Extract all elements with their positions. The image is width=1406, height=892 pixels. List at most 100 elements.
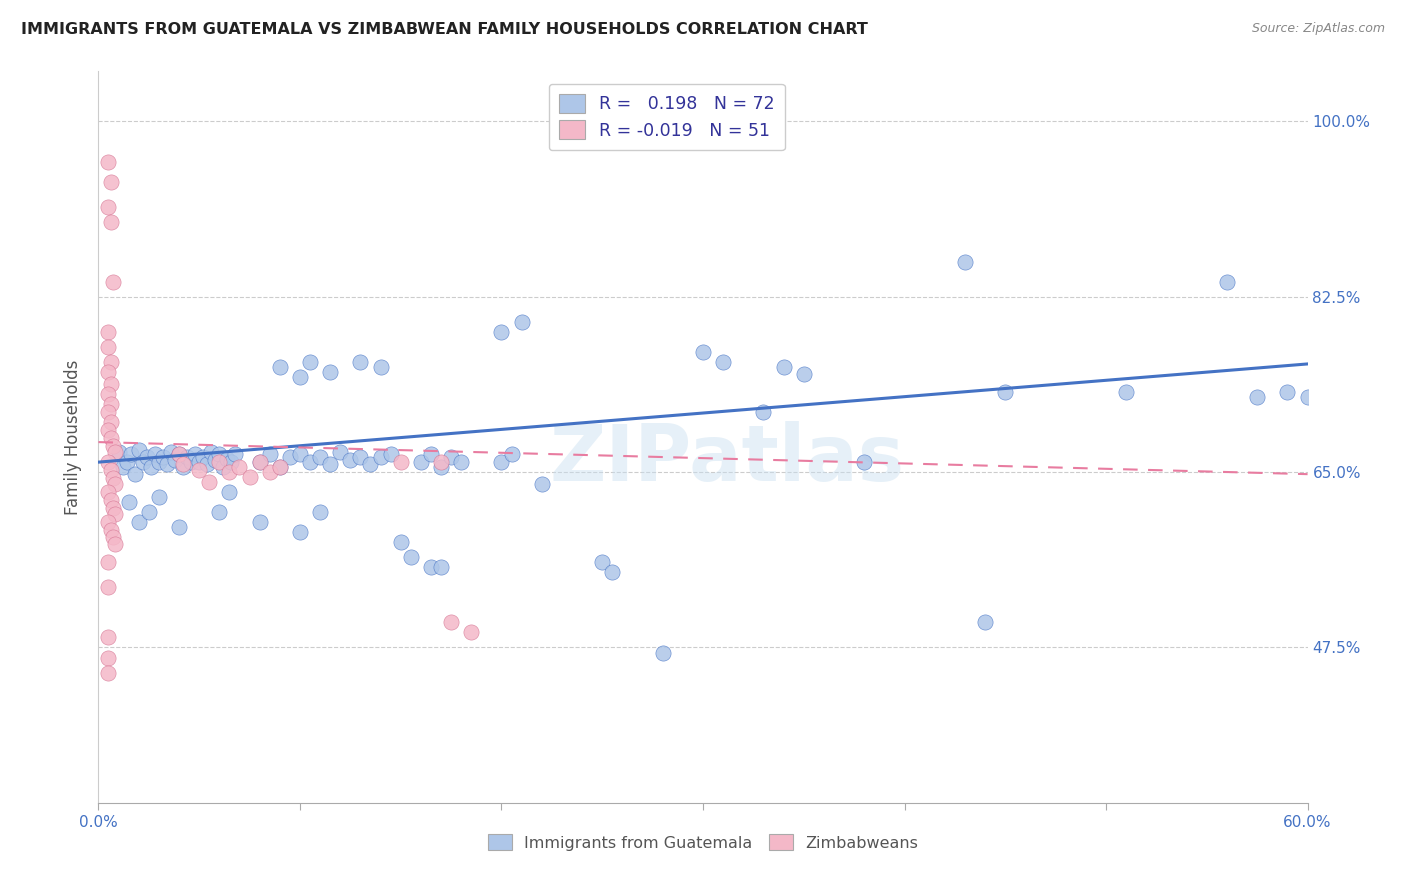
- Point: [200, 445, 222, 459]
- Point: [167, 520, 190, 534]
- Point: [115, 455, 138, 469]
- Point: [139, 460, 162, 475]
- Point: [530, 477, 553, 491]
- Point: [450, 455, 472, 469]
- Point: [288, 525, 311, 540]
- Point: [100, 175, 122, 189]
- Point: [156, 457, 179, 471]
- Point: [103, 507, 125, 521]
- Point: [97, 555, 120, 569]
- Point: [97, 405, 120, 419]
- Point: [1216, 275, 1239, 289]
- Point: [974, 615, 997, 630]
- Y-axis label: Family Households: Family Households: [65, 359, 83, 515]
- Point: [100, 431, 122, 445]
- Point: [172, 460, 194, 475]
- Point: [218, 485, 240, 500]
- Point: [239, 470, 262, 484]
- Point: [380, 447, 402, 461]
- Point: [101, 530, 124, 544]
- Point: [148, 455, 170, 469]
- Point: [97, 387, 120, 401]
- Point: [97, 631, 120, 645]
- Point: [132, 455, 155, 469]
- Point: [309, 450, 332, 464]
- Point: [118, 495, 141, 509]
- Point: [163, 453, 186, 467]
- Point: [224, 447, 246, 461]
- Point: [218, 465, 240, 479]
- Point: [188, 455, 211, 469]
- Point: [994, 384, 1017, 399]
- Point: [195, 457, 218, 471]
- Point: [269, 359, 291, 374]
- Point: [148, 490, 170, 504]
- Point: [97, 200, 120, 214]
- Point: [772, 359, 794, 374]
- Point: [167, 447, 190, 461]
- Point: [217, 452, 239, 467]
- Point: [212, 460, 235, 475]
- Point: [1277, 384, 1299, 399]
- Point: [1246, 390, 1268, 404]
- Point: [208, 505, 231, 519]
- Text: IMMIGRANTS FROM GUATEMALA VS ZIMBABWEAN FAMILY HOUSEHOLDS CORRELATION CHART: IMMIGRANTS FROM GUATEMALA VS ZIMBABWEAN …: [21, 22, 868, 37]
- Point: [288, 370, 311, 384]
- Point: [409, 455, 432, 469]
- Point: [97, 485, 120, 500]
- Point: [221, 455, 243, 469]
- Point: [204, 453, 226, 467]
- Point: [430, 460, 453, 475]
- Point: [208, 447, 231, 461]
- Point: [460, 625, 482, 640]
- Text: Source: ZipAtlas.com: Source: ZipAtlas.com: [1251, 22, 1385, 36]
- Point: [349, 355, 371, 369]
- Legend: Immigrants from Guatemala, Zimbabweans: Immigrants from Guatemala, Zimbabweans: [481, 828, 925, 857]
- Point: [97, 340, 120, 354]
- Point: [491, 325, 513, 339]
- Point: [107, 445, 129, 459]
- Point: [288, 447, 311, 461]
- Point: [299, 455, 322, 469]
- Point: [138, 505, 160, 519]
- Point: [249, 455, 271, 469]
- Point: [319, 365, 342, 379]
- Point: [160, 445, 183, 459]
- Point: [180, 455, 202, 469]
- Point: [97, 455, 120, 469]
- Point: [97, 650, 120, 665]
- Point: [259, 465, 281, 479]
- Point: [651, 646, 673, 660]
- Point: [420, 560, 443, 574]
- Point: [101, 439, 124, 453]
- Point: [309, 505, 332, 519]
- Point: [152, 450, 174, 464]
- Point: [128, 443, 150, 458]
- Point: [228, 460, 250, 475]
- Point: [143, 447, 166, 461]
- Point: [100, 415, 122, 429]
- Point: [299, 355, 322, 369]
- Point: [399, 550, 422, 565]
- Point: [97, 423, 120, 437]
- Point: [103, 537, 125, 551]
- Point: [440, 615, 463, 630]
- Point: [1115, 384, 1137, 399]
- Point: [100, 397, 122, 411]
- Point: [120, 447, 142, 461]
- Point: [319, 457, 342, 471]
- Point: [440, 450, 463, 464]
- Point: [360, 457, 382, 471]
- Point: [97, 154, 120, 169]
- Point: [389, 455, 412, 469]
- Point: [420, 447, 443, 461]
- Point: [101, 275, 124, 289]
- Point: [259, 447, 281, 461]
- Point: [97, 665, 120, 680]
- Point: [193, 450, 215, 464]
- Point: [501, 447, 523, 461]
- Point: [101, 471, 124, 485]
- Point: [793, 367, 815, 381]
- Point: [100, 214, 122, 228]
- Point: [269, 460, 291, 475]
